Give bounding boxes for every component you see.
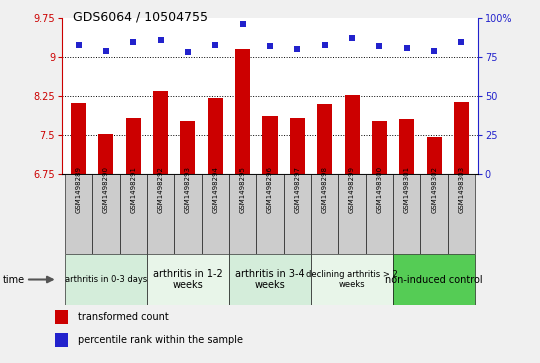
Text: GSM1498295: GSM1498295	[240, 166, 246, 213]
Point	[375, 43, 384, 49]
Text: GSM1498293: GSM1498293	[185, 166, 191, 213]
Point	[102, 48, 110, 54]
Point	[211, 42, 220, 48]
Bar	[448, 174, 475, 254]
Point	[129, 39, 138, 45]
Bar	[235, 49, 250, 174]
Text: GSM1498298: GSM1498298	[322, 166, 328, 213]
Text: transformed count: transformed count	[78, 312, 169, 322]
Text: GSM1498296: GSM1498296	[267, 166, 273, 213]
Bar	[71, 103, 86, 174]
Bar	[393, 254, 475, 305]
Text: GSM1498289: GSM1498289	[76, 166, 82, 213]
Bar	[65, 254, 147, 305]
Point	[348, 36, 356, 41]
Bar	[126, 118, 141, 174]
Bar	[290, 118, 305, 174]
Text: percentile rank within the sample: percentile rank within the sample	[78, 335, 244, 345]
Text: time: time	[3, 274, 25, 285]
Text: GSM1498294: GSM1498294	[212, 166, 218, 213]
Bar	[147, 254, 229, 305]
Text: arthritis in 0-3 days: arthritis in 0-3 days	[65, 275, 147, 284]
Point	[266, 43, 274, 49]
Bar	[421, 174, 448, 254]
Bar	[153, 91, 168, 174]
Point	[320, 42, 329, 48]
Bar	[262, 116, 278, 174]
Text: GDS6064 / 10504755: GDS6064 / 10504755	[73, 11, 208, 24]
Point	[238, 21, 247, 27]
Bar	[119, 174, 147, 254]
Bar	[339, 174, 366, 254]
Bar	[454, 102, 469, 174]
Bar	[98, 134, 113, 174]
Bar	[345, 95, 360, 174]
Bar	[366, 174, 393, 254]
Point	[293, 46, 302, 52]
Bar	[65, 174, 92, 254]
Text: declining arthritis > 2
weeks: declining arthritis > 2 weeks	[306, 270, 398, 289]
Bar	[317, 104, 332, 174]
Bar	[56, 333, 68, 347]
Bar	[393, 174, 421, 254]
Point	[430, 48, 438, 54]
Bar	[372, 121, 387, 174]
Bar	[56, 310, 68, 324]
Point	[457, 39, 466, 45]
Bar	[311, 174, 339, 254]
Point	[156, 37, 165, 43]
Bar	[284, 174, 311, 254]
Text: non-induced control: non-induced control	[386, 274, 483, 285]
Point	[402, 45, 411, 51]
Text: GSM1498301: GSM1498301	[404, 166, 410, 213]
Bar	[256, 174, 284, 254]
Bar	[174, 174, 201, 254]
Text: GSM1498300: GSM1498300	[376, 166, 382, 213]
Text: GSM1498292: GSM1498292	[158, 166, 164, 213]
Point	[74, 42, 83, 48]
Point	[184, 50, 192, 56]
Text: arthritis in 1-2
weeks: arthritis in 1-2 weeks	[153, 269, 223, 290]
Text: GSM1498290: GSM1498290	[103, 166, 109, 213]
Bar	[427, 137, 442, 174]
Bar	[229, 174, 256, 254]
Bar	[208, 98, 223, 174]
Text: GSM1498303: GSM1498303	[458, 166, 464, 213]
Bar	[229, 254, 311, 305]
Bar	[180, 121, 195, 174]
Text: arthritis in 3-4
weeks: arthritis in 3-4 weeks	[235, 269, 305, 290]
Text: GSM1498291: GSM1498291	[130, 166, 136, 213]
Text: GSM1498297: GSM1498297	[294, 166, 300, 213]
Bar	[201, 174, 229, 254]
Bar	[311, 254, 393, 305]
Text: GSM1498299: GSM1498299	[349, 166, 355, 213]
Bar	[92, 174, 119, 254]
Bar	[399, 119, 414, 174]
Bar	[147, 174, 174, 254]
Text: GSM1498302: GSM1498302	[431, 166, 437, 213]
